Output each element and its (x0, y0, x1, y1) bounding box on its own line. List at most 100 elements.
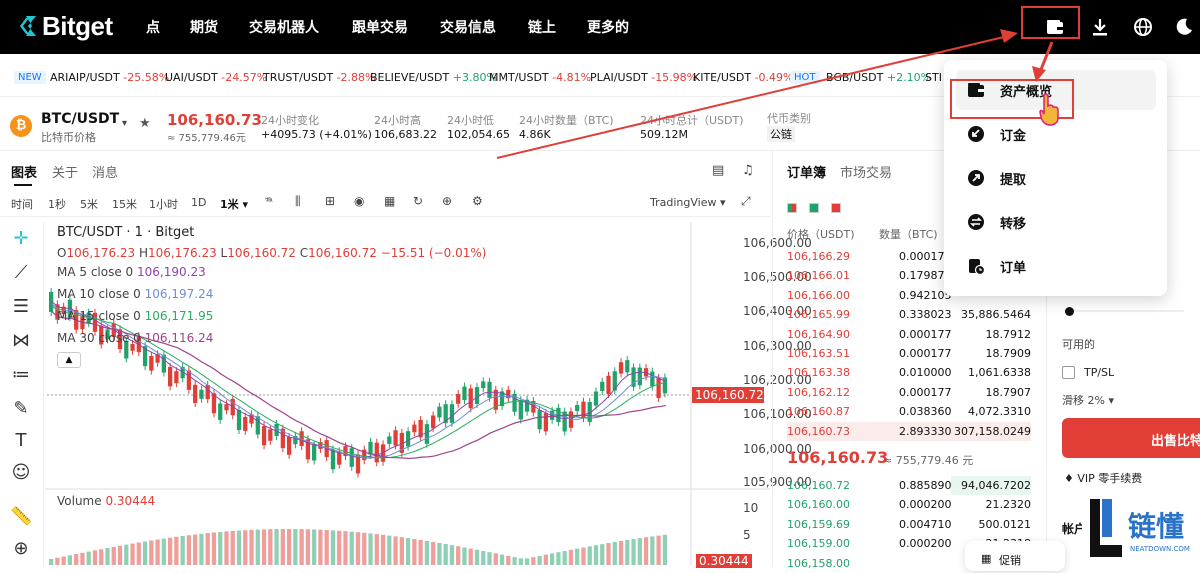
promo-chip[interactable]: ▦ 促销 (965, 541, 1065, 571)
menu-item-transfer[interactable]: 转移 (956, 202, 1156, 242)
ticker-item[interactable]: TRUST/USDT -2.88% (263, 71, 376, 84)
ma5-legend: MA 5 close 0 106,190.23 (57, 265, 206, 279)
slippage-select[interactable]: 滑移 2% ▾ (1062, 394, 1114, 407)
refresh-icon[interactable]: ↻ (413, 194, 424, 208)
tf-1h[interactable]: 1小时 (149, 198, 178, 211)
nav-bots[interactable]: 交易机器人 (249, 20, 319, 36)
ask-row[interactable]: 106,162.12 0.000177 18.7907 (787, 385, 1031, 399)
ticker-item[interactable]: BELIEVE/USDT +3.80% (370, 71, 497, 84)
volume-bar (255, 529, 260, 565)
hlines-icon[interactable]: ☰ (12, 296, 30, 317)
moon-icon[interactable] (1170, 13, 1198, 41)
text-icon[interactable]: T (15, 430, 27, 451)
tf-1m[interactable]: 1米 ▾ (220, 198, 249, 211)
crosshair-icon[interactable]: ✛ (13, 228, 29, 249)
brush-icon[interactable]: ✎ (13, 398, 29, 419)
volume-bar (474, 549, 480, 565)
indicators-icon[interactable]: 𝆮 (265, 194, 273, 208)
pattern-icon[interactable]: ⋈ (12, 330, 30, 351)
last-price-label: 106,160.72 (692, 387, 764, 403)
ohlc-legend: O106,176.23 H106,176.23 L106,160.72 C106… (57, 246, 487, 260)
ticker-item[interactable]: BGB/USDT +2.10% (826, 71, 932, 84)
stat-label: 24小时低 (447, 114, 494, 127)
globe-icon[interactable] (1129, 13, 1157, 41)
nav-more[interactable]: 更多的 (587, 20, 629, 36)
ask-row[interactable]: 106,160.87 0.038360 4,072.3310 (787, 405, 1031, 419)
ticker-item[interactable]: UAI/USDT -24.57% (165, 71, 268, 84)
collapse-legend-button[interactable]: ▲ (57, 352, 81, 368)
ask-row[interactable]: 106,163.38 0.010000 1,061.6338 (787, 366, 1031, 380)
settings-icon[interactable]: ⚙ (472, 194, 483, 208)
zoom-icon[interactable]: ⊕ (13, 538, 29, 559)
view-asks-icon[interactable] (831, 203, 841, 213)
tab-about[interactable]: 关于 (52, 166, 79, 181)
stat-value: +4095.73 (+4.01%) (261, 128, 372, 141)
bell-icon[interactable]: ♫ (742, 163, 754, 178)
tab-news[interactable]: 消息 (92, 166, 119, 181)
ask-row[interactable]: 106,165.99 0.338023 35,886.5464 (787, 308, 1031, 322)
view-both-icon[interactable] (787, 203, 797, 213)
ticker-item[interactable]: ARIAIP/USDT -25.58% (50, 71, 170, 84)
tab-chart[interactable]: 图表 (11, 166, 38, 181)
slider-handle[interactable] (1065, 307, 1074, 316)
ticker-item[interactable]: MMT/USDT -4.81% (489, 71, 592, 84)
nav-copy-trading[interactable]: 跟单交易 (352, 20, 408, 36)
ask-row[interactable]: 106,164.90 0.000177 18.7912 (787, 327, 1031, 341)
ticker-item[interactable]: KITE/USDT -0.49% (693, 71, 794, 84)
tpsl-checkbox[interactable] (1062, 366, 1075, 379)
tradingview-select[interactable]: TradingView ▾ (650, 196, 726, 209)
download-icon[interactable] (1086, 13, 1114, 41)
layout-icon[interactable]: ⊞ (325, 194, 336, 208)
tf-5m[interactable]: 5米 (80, 198, 98, 211)
chevron-down-icon[interactable]: ▾ (122, 118, 128, 129)
bitget-logo[interactable]: Bitget (18, 10, 113, 42)
volume-bar (180, 536, 185, 565)
emoji-icon[interactable]: ☺ (11, 462, 31, 483)
tf-1d[interactable]: 1D (191, 196, 207, 209)
fullscreen-icon[interactable]: ⤢ (741, 194, 751, 208)
view-bids-icon[interactable] (809, 203, 819, 213)
ask-row[interactable]: 106,163.51 0.000177 18.7909 (787, 347, 1031, 360)
volume-bar (312, 529, 317, 565)
tf-1s[interactable]: 1秒 (48, 198, 66, 211)
tab-market-trades[interactable]: 市场交易 (840, 166, 893, 181)
bid-row[interactable]: 106,160.72 0.885890 94,046.7202 (787, 476, 1031, 495)
volume-bar (562, 551, 567, 565)
trendline-icon[interactable]: ⟋ (14, 262, 28, 283)
star-icon[interactable]: ★ (139, 116, 151, 131)
nav-spot[interactable]: 点 (146, 20, 160, 36)
tab-orderbook[interactable]: 订单簿 (787, 166, 827, 181)
menu-item-orders[interactable]: 订单 (956, 246, 1156, 286)
nav-onchain[interactable]: 链上 (528, 20, 556, 36)
volume-bar (575, 548, 580, 565)
nav-futures[interactable]: 期货 (190, 20, 218, 36)
volume-bar (612, 542, 617, 565)
tf-15m[interactable]: 15米 (112, 198, 137, 211)
volume-bar (105, 548, 110, 565)
menu-item-withdraw[interactable]: 提取 (956, 158, 1156, 198)
nav-trading-info[interactable]: 交易信息 (440, 20, 496, 36)
ticker-item[interactable]: PLAI/USDT -15.98% (590, 71, 698, 84)
camera-icon[interactable]: ◉ (354, 194, 365, 208)
volume-bar (531, 557, 536, 565)
category-badge[interactable]: 公链 (767, 126, 795, 142)
volume-bar (374, 534, 379, 565)
volume-bar (343, 531, 348, 565)
price-chart[interactable]: BTC/USDT · 1 · Bitget O106,176.23 H106,1… (45, 222, 812, 568)
ask-row[interactable]: 106,166.00 0.942105 (787, 288, 952, 302)
ask-row[interactable]: 106,160.73 2.893330 307,158.0249 (787, 421, 1031, 441)
add-icon[interactable]: ⊕ (442, 194, 453, 208)
ruler-icon[interactable]: 📏 (10, 506, 33, 527)
calendar-icon[interactable]: ▦ (384, 194, 396, 208)
fib-icon[interactable]: ≔ (12, 364, 30, 385)
notes-icon[interactable]: ▤ (712, 163, 725, 178)
wallet-icon[interactable] (1041, 13, 1069, 41)
bid-row[interactable]: 106,159.69 0.004710 500.0121 (787, 517, 1031, 531)
ask-row[interactable]: 106,166.01 0.179877 (787, 269, 952, 283)
bid-row[interactable]: 106,160.00 0.000200 21.2320 (787, 498, 1031, 512)
ticker-item[interactable]: STI (925, 71, 942, 84)
volume-bar (186, 535, 192, 565)
candle-type-icon[interactable]: ⫼ (295, 194, 301, 208)
symbol-pair[interactable]: BTC/USDT (41, 111, 120, 127)
sell-button[interactable]: 出售比特 (1062, 418, 1200, 458)
